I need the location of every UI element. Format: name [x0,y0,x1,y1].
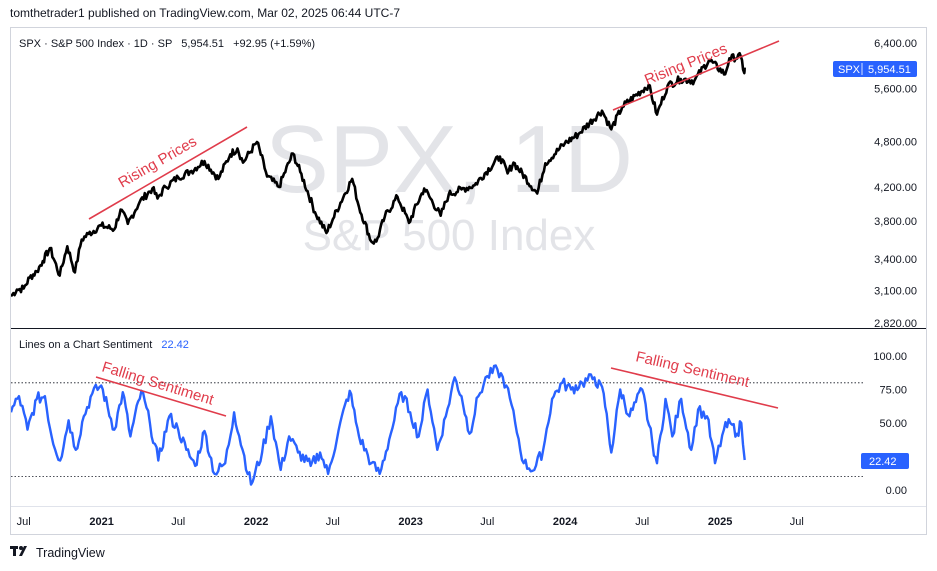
legend-last-price: 5,954.51 [181,38,224,50]
sentiment-axis-tick-label: 50.00 [879,418,907,430]
price-axis-tick-label: 5,600.00 [874,84,917,96]
time-axis-tick-label: Jul [17,516,31,528]
time-axis-tick-label: Jul [635,516,649,528]
price-axis-tick-label: 4,200.00 [874,182,917,194]
price-badge-background [833,61,917,77]
time-axis-tick-label: Jul [480,516,494,528]
annotation-trendline[interactable] [95,376,227,417]
footer-brand[interactable]: TradingView [36,545,105,560]
annotation-falling-sentiment-1[interactable]: Falling Sentiment [95,359,227,417]
time-axis-tick-label: Jul [326,516,340,528]
tradingview-logo-icon[interactable] [10,545,30,560]
svg-text:SPX · S&P 50: SPX · S&P 500 Index · 1D · SP 5,954.51 +… [19,38,315,50]
price-axis-tick-label: 3,400.00 [874,254,917,266]
sentiment-axis-tick-label: 0.00 [886,485,907,497]
time-axis-tick-label: 2021 [89,516,113,528]
chart-container[interactable]: SPX, 1D S&P 500 Index SPX · S&P 500 Inde… [9,27,927,535]
sentiment-badge-background [861,453,909,469]
annotation-trendline[interactable] [610,367,779,409]
chart-svg[interactable]: SPX, 1D S&P 500 Index SPX · S&P 500 Inde… [9,28,926,534]
price-axis-tick-label: 2,820.00 [874,318,917,330]
watermark-description: S&P 500 Index [303,211,596,260]
price-axis-tick-label: 6,400.00 [874,38,917,50]
time-axis-tick-label: 2023 [398,516,422,528]
legend-change: +92.95 (+1.59%) [233,38,315,50]
legend-description: S&P 500 Index [51,38,125,50]
annotation-rising-prices-1[interactable]: Rising Prices [88,126,248,220]
price-last-badge[interactable]: SPX 5,954.51 [833,61,917,77]
price-series[interactable] [10,51,746,298]
sentiment-legend: Lines on a Chart Sentiment 22.42 [19,339,189,351]
sentiment-axis-tick-label: 100.00 [873,351,907,363]
publisher-attribution: tomthetrader1 published on TradingView.c… [10,6,400,20]
price-legend: SPX · S&P 500 Index · 1D · SP 5,954.51 +… [19,38,315,50]
time-axis-tick-label: Jul [171,516,185,528]
sentiment-badge-value: 22.42 [869,456,897,468]
annotation-rising-prices-2[interactable]: Rising Prices [612,40,780,111]
time-axis-tick-label: 2024 [553,516,578,528]
time-axis-tick-label: 2022 [244,516,268,528]
footer: TradingView [10,545,105,560]
price-axis-tick-label: 4,800.00 [874,136,917,148]
annotation-trendline[interactable] [612,40,780,111]
price-axis-tick-label: 3,100.00 [874,286,917,298]
sentiment-axis-tick-label: 75.00 [879,385,907,397]
time-axis-tick-label: 2025 [708,516,732,528]
time-axis[interactable]: Jul 2021 Jul 2022 Jul 2023 Jul 2024 Jul 2025 Jul [17,516,804,528]
annotation-label: Falling Sentiment [634,348,752,391]
legend-exchange: SP [158,38,172,50]
sentiment-legend-value: 22.42 [161,339,189,351]
sentiment-line[interactable] [9,364,746,486]
annotation-trendline[interactable] [88,126,248,220]
time-axis-tick-label: Jul [790,516,804,528]
price-axis-tick-label: 3,800.00 [874,216,917,228]
price-badge-value: 5,954.51 [868,64,911,76]
legend-symbol: SPX [19,38,42,50]
legend-interval: 1D [134,38,148,50]
svg-text:Lines on a Chart Sentiment: Lines on a Chart Sentiment 22.42 [19,339,189,351]
sentiment-series[interactable] [9,364,746,486]
price-badge-symbol: SPX [838,64,861,76]
spx-price-line[interactable] [10,51,746,298]
sentiment-legend-name: Lines on a Chart Sentiment [19,339,152,351]
price-axis[interactable]: 2,820.00 3,100.00 3,400.00 3,800.00 4,200.00… [874,38,917,330]
sentiment-last-badge[interactable]: 22.42 [861,453,909,469]
